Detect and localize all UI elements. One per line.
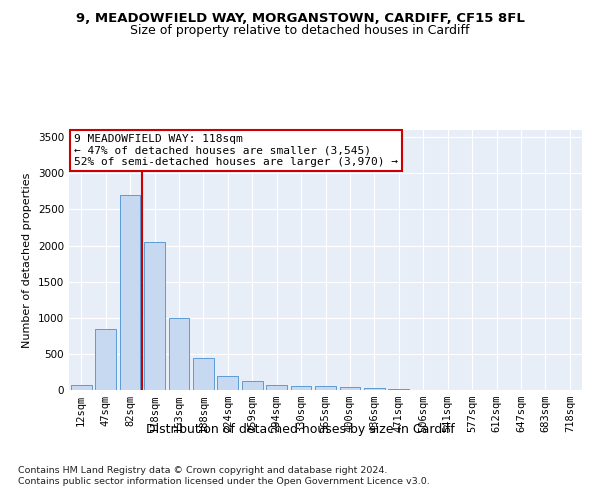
Y-axis label: Number of detached properties: Number of detached properties (22, 172, 32, 348)
Bar (169, 318, 190, 390)
Bar (193, 358, 214, 390)
Bar (290, 386, 311, 390)
Text: Distribution of detached houses by size in Cardiff: Distribution of detached houses by size … (146, 422, 454, 436)
Text: 9, MEADOWFIELD WAY, MORGANSTOWN, CARDIFF, CF15 8FL: 9, MEADOWFIELD WAY, MORGANSTOWN, CARDIFF… (76, 12, 524, 26)
Text: Contains public sector information licensed under the Open Government Licence v3: Contains public sector information licen… (18, 478, 430, 486)
Bar (340, 387, 361, 390)
Bar (364, 388, 385, 390)
Text: Contains HM Land Registry data © Crown copyright and database right 2024.: Contains HM Land Registry data © Crown c… (18, 466, 388, 475)
Text: Size of property relative to detached houses in Cardiff: Size of property relative to detached ho… (130, 24, 470, 37)
Bar (144, 242, 165, 390)
Bar (242, 380, 263, 390)
Bar (217, 376, 238, 390)
Bar (315, 386, 336, 390)
Bar (95, 328, 116, 390)
Text: 9 MEADOWFIELD WAY: 118sqm
← 47% of detached houses are smaller (3,545)
52% of se: 9 MEADOWFIELD WAY: 118sqm ← 47% of detac… (74, 134, 398, 167)
Bar (71, 384, 92, 390)
Bar (119, 195, 140, 390)
Bar (266, 384, 287, 390)
